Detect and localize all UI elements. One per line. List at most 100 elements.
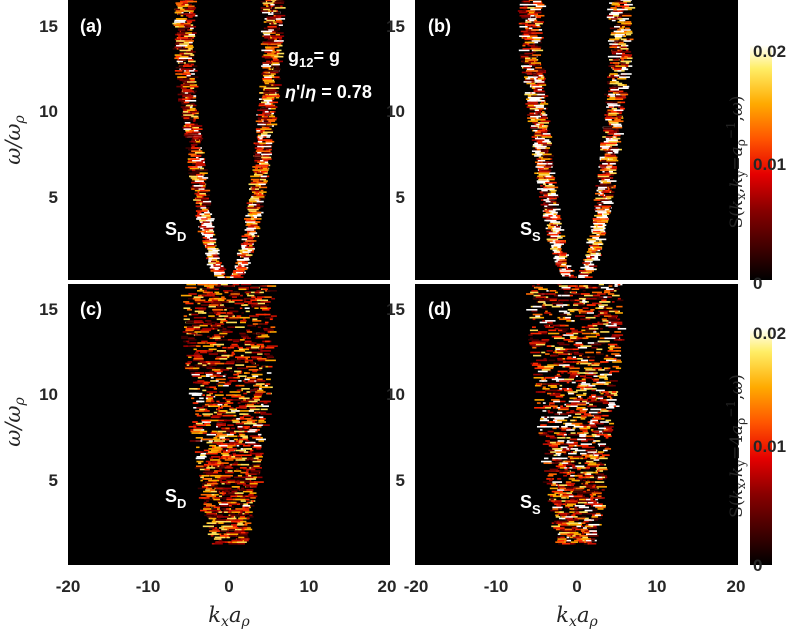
heatmap-cell	[555, 500, 562, 502]
heatmap-cell	[276, 2, 282, 4]
heatmap-cell	[191, 169, 196, 171]
heatmap-cell	[203, 463, 215, 466]
heatmap-cell	[202, 364, 207, 366]
heatmap-cell	[186, 54, 191, 56]
heatmap-cell	[555, 482, 558, 485]
heatmap-cell	[263, 93, 267, 96]
heatmap-cell	[537, 107, 543, 110]
heatmap-cell	[227, 470, 233, 472]
heatmap-cell	[544, 167, 549, 170]
heatmap-cell	[604, 150, 614, 152]
heatmap-cell	[560, 514, 567, 517]
heatmap-cell	[266, 5, 269, 8]
heatmap-cell	[224, 519, 235, 521]
heatmap-cell	[577, 492, 587, 494]
heatmap-cell	[231, 455, 239, 458]
heatmap-cell	[232, 394, 240, 396]
heatmap-cell	[187, 118, 193, 121]
heatmap-cell	[552, 252, 560, 255]
heatmap-cell	[558, 255, 568, 258]
heatmap-cell	[193, 429, 202, 431]
heatmap-cell	[222, 451, 231, 453]
heatmap-cell	[247, 238, 254, 241]
heatmap-cell	[193, 424, 201, 426]
heatmap-cell	[540, 117, 548, 119]
heatmap-cell	[256, 332, 265, 335]
heatmap-cell	[621, 54, 633, 56]
heatmap-cell	[255, 452, 260, 455]
heatmap-cell	[214, 542, 223, 545]
heatmap-cell	[197, 342, 206, 344]
heatmap-cell	[263, 8, 270, 11]
heatmap-cell	[239, 438, 248, 441]
heatmap-cell	[256, 299, 269, 302]
heatmap-cell	[207, 362, 211, 365]
heatmap-cell	[244, 359, 253, 362]
heatmap-cell	[550, 208, 561, 211]
heatmap-cell	[175, 25, 181, 28]
heatmap-cell	[581, 538, 589, 540]
heatmap-cell	[606, 167, 610, 170]
heatmap-cell	[261, 155, 270, 157]
heatmap-cell	[558, 492, 567, 494]
heatmap-cell	[595, 238, 607, 241]
heatmap-cell	[191, 150, 203, 152]
heatmap-cell	[182, 95, 194, 97]
heatmap-cell	[274, 40, 284, 42]
heatmap-cell	[211, 414, 223, 417]
heatmap-cell	[246, 474, 252, 477]
heatmap-cell	[550, 248, 562, 250]
heatmap-cell	[193, 357, 204, 360]
heatmap-cell	[252, 378, 263, 381]
heatmap-cell	[533, 49, 544, 52]
heatmap-cell	[614, 25, 620, 28]
heatmap-cell	[233, 519, 244, 521]
heatmap-cell	[181, 335, 188, 338]
heatmap-cell	[234, 527, 246, 529]
heatmap-cell	[583, 457, 588, 460]
heatmap-cell	[203, 301, 211, 303]
heatmap-cell	[211, 484, 215, 487]
heatmap-cell	[211, 257, 220, 260]
heatmap-cell	[608, 186, 612, 189]
heatmap-cell	[537, 88, 542, 91]
heatmap-cell	[273, 5, 281, 8]
heatmap-cell	[181, 96, 187, 99]
heatmap-cell	[249, 241, 255, 244]
heatmap-cell	[614, 16, 618, 19]
heatmap-cell	[183, 128, 192, 130]
heatmap-cell	[185, 77, 195, 80]
heatmap-cell	[186, 29, 190, 31]
heatmap-cell	[619, 18, 629, 20]
heatmap-cell	[563, 471, 568, 474]
heatmap-cell	[245, 437, 249, 439]
heatmap-cell	[187, 5, 195, 8]
heatmap-cell	[533, 104, 544, 107]
heatmap-cell	[262, 131, 274, 134]
heatmap-cell	[232, 399, 241, 401]
heatmap-cell	[209, 343, 214, 346]
heatmap-cell	[251, 296, 256, 298]
heatmap-cell	[195, 180, 203, 182]
heatmap-cell	[184, 3, 191, 6]
heatmap-cell	[216, 422, 226, 425]
heatmap-cell	[219, 315, 231, 317]
heatmap-cell	[199, 331, 210, 333]
heatmap-cell	[212, 441, 224, 444]
heatmap-cell	[181, 103, 188, 105]
heatmap-cell	[580, 495, 586, 498]
heatmap-cell	[220, 321, 224, 324]
heatmap-cell	[223, 490, 230, 493]
heatmap-cell	[528, 60, 535, 63]
heatmap-cell	[226, 367, 233, 370]
heatmap-cell	[576, 538, 583, 540]
heatmap-cell	[190, 144, 198, 146]
heatmap-cell	[577, 444, 589, 447]
heatmap-cell	[265, 82, 271, 85]
heatmap-cell	[202, 487, 209, 490]
heatmap-cell	[215, 425, 219, 428]
heatmap-cell	[205, 351, 212, 354]
heatmap-cell	[560, 265, 567, 267]
heatmap-cell	[525, 57, 531, 60]
heatmap-cell	[261, 49, 273, 52]
